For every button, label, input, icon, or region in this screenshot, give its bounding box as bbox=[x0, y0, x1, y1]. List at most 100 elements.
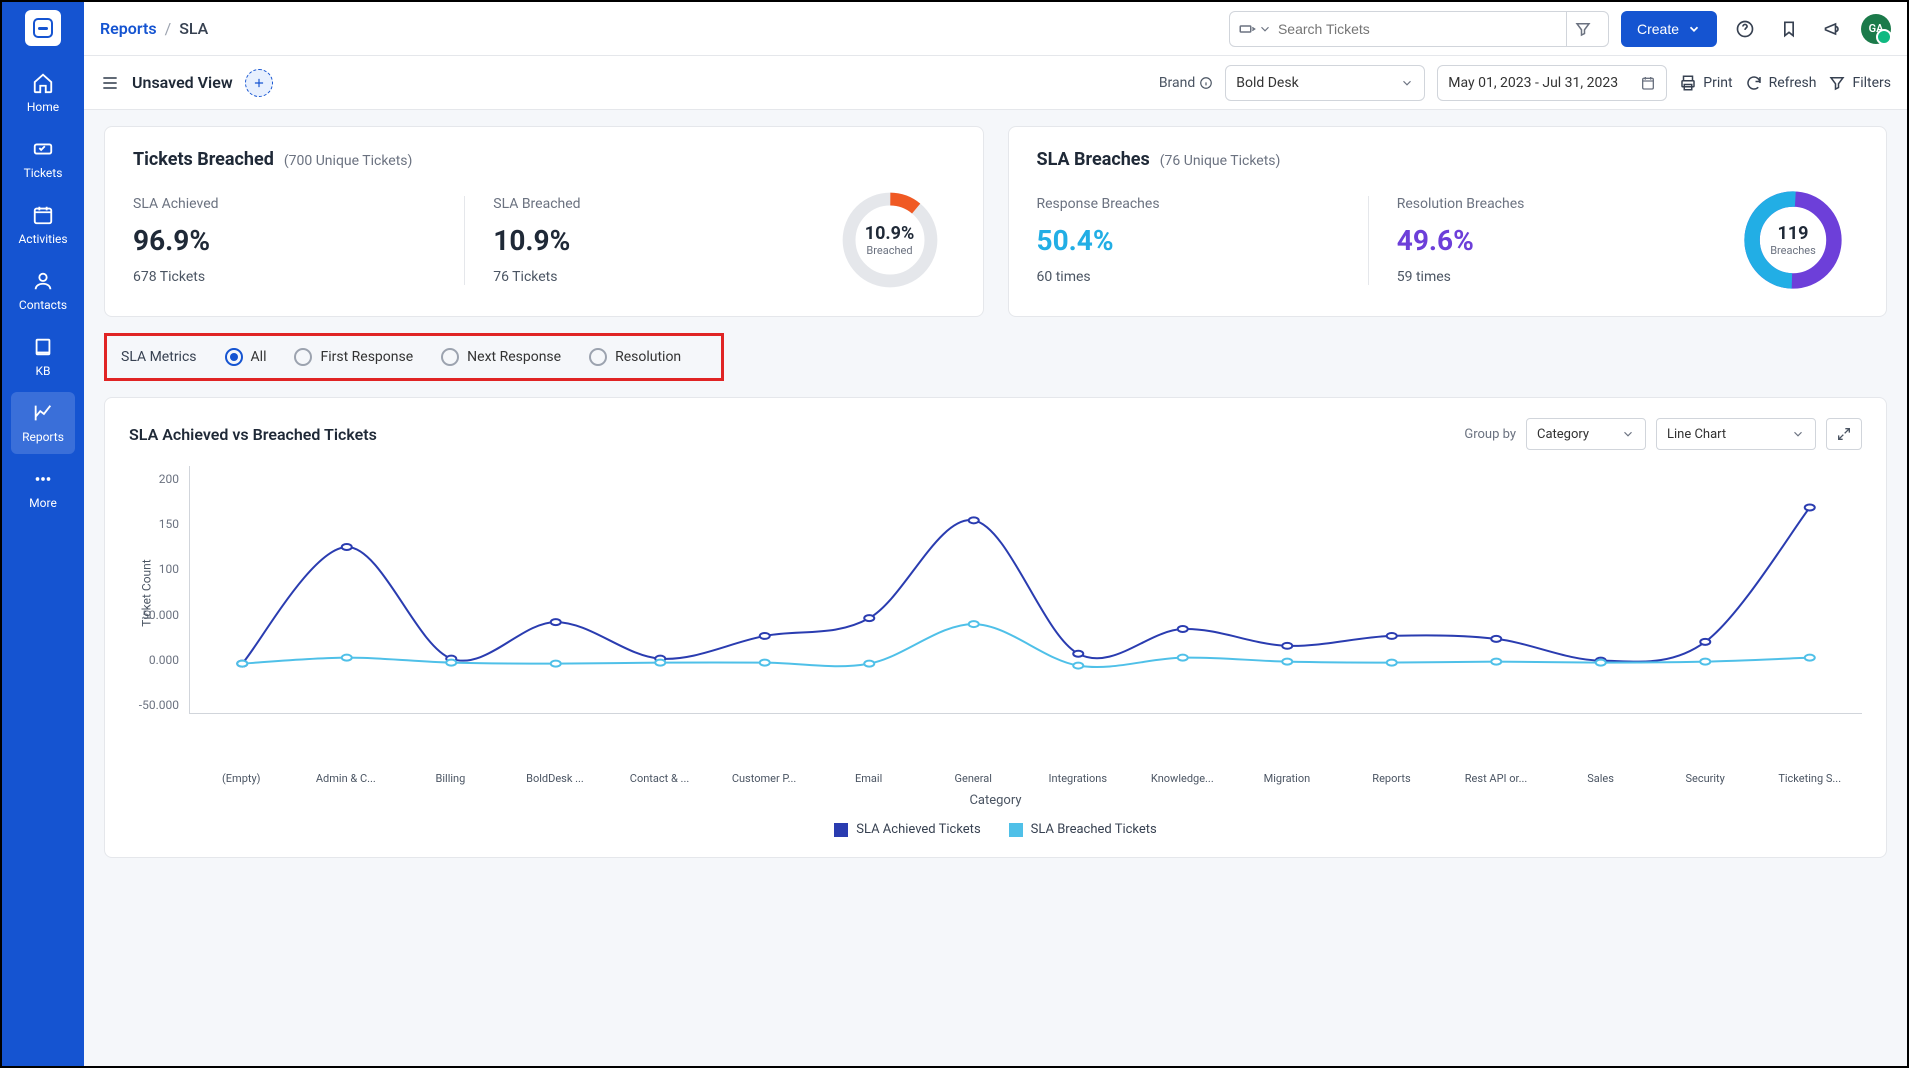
y-tick: 100 bbox=[159, 562, 179, 576]
user-avatar[interactable]: GA bbox=[1861, 14, 1891, 44]
plus-icon bbox=[252, 76, 266, 90]
brand-label: Brand bbox=[1159, 75, 1213, 91]
expand-icon bbox=[1836, 426, 1852, 442]
print-icon bbox=[1679, 74, 1697, 92]
refresh-button[interactable]: Refresh bbox=[1745, 74, 1817, 92]
donut-center-small: Breaches bbox=[1770, 244, 1816, 257]
donut-center-small: Breached bbox=[865, 244, 915, 257]
charttype-select[interactable]: Line Chart bbox=[1656, 418, 1816, 450]
sidebar-item-activities[interactable]: Activities bbox=[11, 194, 75, 256]
radio-label: First Response bbox=[320, 349, 413, 365]
menu-icon[interactable] bbox=[100, 73, 120, 93]
breadcrumb-current: SLA bbox=[179, 19, 208, 38]
brand-select[interactable]: Bold Desk bbox=[1225, 65, 1425, 101]
tickets-breached-card: Tickets Breached (700 Unique Tickets) SL… bbox=[104, 126, 984, 317]
y-tick: 200 bbox=[159, 472, 179, 486]
metric-label: Response Breaches bbox=[1037, 196, 1348, 212]
topbar: Reports / SLA Create GA bbox=[84, 2, 1907, 56]
radio-dot bbox=[294, 348, 312, 366]
search-input[interactable] bbox=[1278, 21, 1562, 37]
chart-icon bbox=[32, 402, 54, 424]
radio-dot bbox=[589, 348, 607, 366]
donut-center-big: 119 bbox=[1770, 223, 1816, 244]
create-label: Create bbox=[1637, 21, 1679, 37]
calendar-icon bbox=[1640, 75, 1656, 91]
sidebar: Home Tickets Activities Contacts KB Repo… bbox=[2, 2, 84, 1066]
add-view-button[interactable] bbox=[245, 69, 273, 97]
sla-breaches-card: SLA Breaches (76 Unique Tickets) Respons… bbox=[1008, 126, 1888, 317]
x-tick: Knowledge... bbox=[1130, 772, 1235, 785]
content-area: Tickets Breached (700 Unique Tickets) SL… bbox=[84, 110, 1907, 1066]
radio-option-first-response[interactable]: First Response bbox=[294, 348, 413, 366]
groupby-label: Group by bbox=[1464, 427, 1516, 442]
radio-option-all[interactable]: All bbox=[225, 348, 267, 366]
contact-icon bbox=[32, 270, 54, 292]
legend-swatch bbox=[834, 823, 848, 837]
chevron-down-icon[interactable] bbox=[1258, 22, 1272, 36]
announce-button[interactable] bbox=[1817, 13, 1849, 45]
legend-item[interactable]: SLA Breached Tickets bbox=[1009, 822, 1157, 837]
nav-label: Tickets bbox=[24, 166, 63, 180]
x-tick: Email bbox=[816, 772, 921, 785]
donut-sla: 119 Breaches bbox=[1728, 186, 1858, 294]
home-icon bbox=[32, 72, 54, 94]
chevron-down-icon bbox=[1791, 427, 1805, 441]
charttype-value: Line Chart bbox=[1667, 427, 1726, 442]
nav-label: Contacts bbox=[19, 298, 67, 312]
metric-label: Resolution Breaches bbox=[1397, 196, 1708, 212]
chart-legend: SLA Achieved Tickets SLA Breached Tickets bbox=[129, 822, 1862, 837]
groupby-value: Category bbox=[1537, 427, 1589, 442]
metric-value: 96.9% bbox=[133, 224, 444, 257]
metric-label: SLA Achieved bbox=[133, 196, 444, 212]
date-range-select[interactable]: May 01, 2023 - Jul 31, 2023 bbox=[1437, 65, 1667, 101]
metric-value: 49.6% bbox=[1397, 224, 1708, 257]
search-box[interactable] bbox=[1229, 11, 1609, 47]
nav-label: Home bbox=[27, 100, 59, 114]
book-icon bbox=[32, 336, 54, 358]
y-axis-title: Ticket Count bbox=[140, 559, 154, 626]
sidebar-item-reports[interactable]: Reports bbox=[11, 392, 75, 454]
print-button[interactable]: Print bbox=[1679, 74, 1732, 92]
radio-option-resolution[interactable]: Resolution bbox=[589, 348, 681, 366]
radio-option-next-response[interactable]: Next Response bbox=[441, 348, 561, 366]
x-axis-title: Category bbox=[129, 793, 1862, 808]
chart-title: SLA Achieved vs Breached Tickets bbox=[129, 425, 377, 444]
sidebar-item-contacts[interactable]: Contacts bbox=[11, 260, 75, 322]
x-axis: (Empty)Admin & C...BillingBoldDesk ...Co… bbox=[189, 772, 1862, 785]
expand-chart-button[interactable] bbox=[1826, 418, 1862, 450]
search-filter-icon[interactable] bbox=[1566, 11, 1600, 47]
bookmark-button[interactable] bbox=[1773, 13, 1805, 45]
filter-icon bbox=[1828, 74, 1846, 92]
donut-center-big: 10.9% bbox=[865, 223, 915, 244]
card-subtitle: (700 Unique Tickets) bbox=[284, 153, 413, 169]
sidebar-item-kb[interactable]: KB bbox=[11, 326, 75, 388]
nav-label: Reports bbox=[22, 430, 64, 444]
brand-value: Bold Desk bbox=[1236, 75, 1298, 91]
sidebar-item-more[interactable]: More bbox=[11, 458, 75, 520]
view-name: Unsaved View bbox=[132, 73, 233, 92]
sidebar-item-tickets[interactable]: Tickets bbox=[11, 128, 75, 190]
chevron-down-icon bbox=[1400, 76, 1414, 90]
chart-plot bbox=[189, 466, 1862, 714]
x-tick: General bbox=[921, 772, 1026, 785]
card-subtitle: (76 Unique Tickets) bbox=[1160, 153, 1281, 169]
nav-label: Activities bbox=[18, 232, 67, 246]
sidebar-item-home[interactable]: Home bbox=[11, 62, 75, 124]
legend-label: SLA Breached Tickets bbox=[1031, 822, 1157, 837]
nav-label: KB bbox=[35, 364, 50, 378]
x-tick: Ticketing S... bbox=[1757, 772, 1862, 785]
radio-label: All bbox=[251, 349, 267, 365]
groupby-select[interactable]: Category bbox=[1526, 418, 1646, 450]
ticket-icon bbox=[32, 138, 54, 160]
chevron-down-icon bbox=[1621, 427, 1635, 441]
info-icon[interactable] bbox=[1199, 76, 1213, 90]
metric-foot: 59 times bbox=[1397, 269, 1708, 285]
breadcrumb-root[interactable]: Reports bbox=[100, 19, 157, 38]
create-button[interactable]: Create bbox=[1621, 11, 1717, 47]
breadcrumb: Reports / SLA bbox=[100, 19, 208, 38]
help-button[interactable] bbox=[1729, 13, 1761, 45]
radio-label: Resolution bbox=[615, 349, 681, 365]
filters-button[interactable]: Filters bbox=[1828, 74, 1891, 92]
app-logo bbox=[25, 10, 61, 46]
legend-item[interactable]: SLA Achieved Tickets bbox=[834, 822, 980, 837]
